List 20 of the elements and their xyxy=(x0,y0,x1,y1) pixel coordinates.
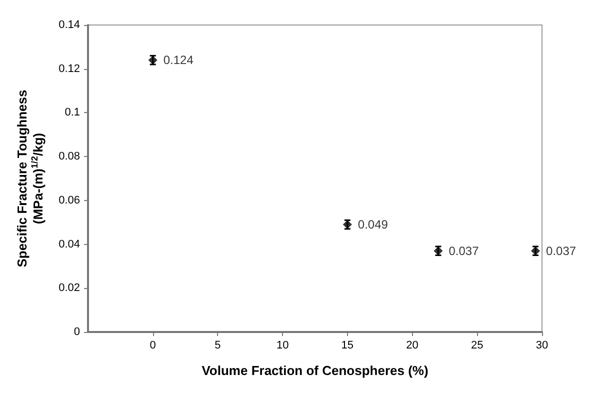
y-tick-label: 0.14 xyxy=(58,19,80,31)
y-tick-label: 0.04 xyxy=(58,238,80,250)
x-tick-label: 10 xyxy=(276,340,289,352)
y-tick-label: 0.06 xyxy=(58,194,80,206)
y-tick-label: 0 xyxy=(74,326,80,338)
data-label: 0.037 xyxy=(448,244,480,258)
x-tick-label: 30 xyxy=(536,340,548,352)
y-tick-label: 0.02 xyxy=(58,282,80,294)
x-tick-label: 15 xyxy=(341,340,354,352)
data-label: 0.037 xyxy=(546,244,576,258)
x-axis-title: Volume Fraction of Cenospheres (%) xyxy=(202,363,428,378)
y-tick-label: 0.08 xyxy=(58,150,80,163)
x-tick-label: 20 xyxy=(406,340,418,352)
data-label: 0.049 xyxy=(358,218,388,232)
x-tick-label: 0 xyxy=(150,340,156,352)
data-label: 0.124 xyxy=(163,53,194,68)
y-tick-label: 0.12 xyxy=(58,62,80,75)
y-tick-label: 0.1 xyxy=(64,106,80,119)
x-tick-label: 25 xyxy=(471,340,484,352)
x-tick-label: 5 xyxy=(214,340,221,352)
